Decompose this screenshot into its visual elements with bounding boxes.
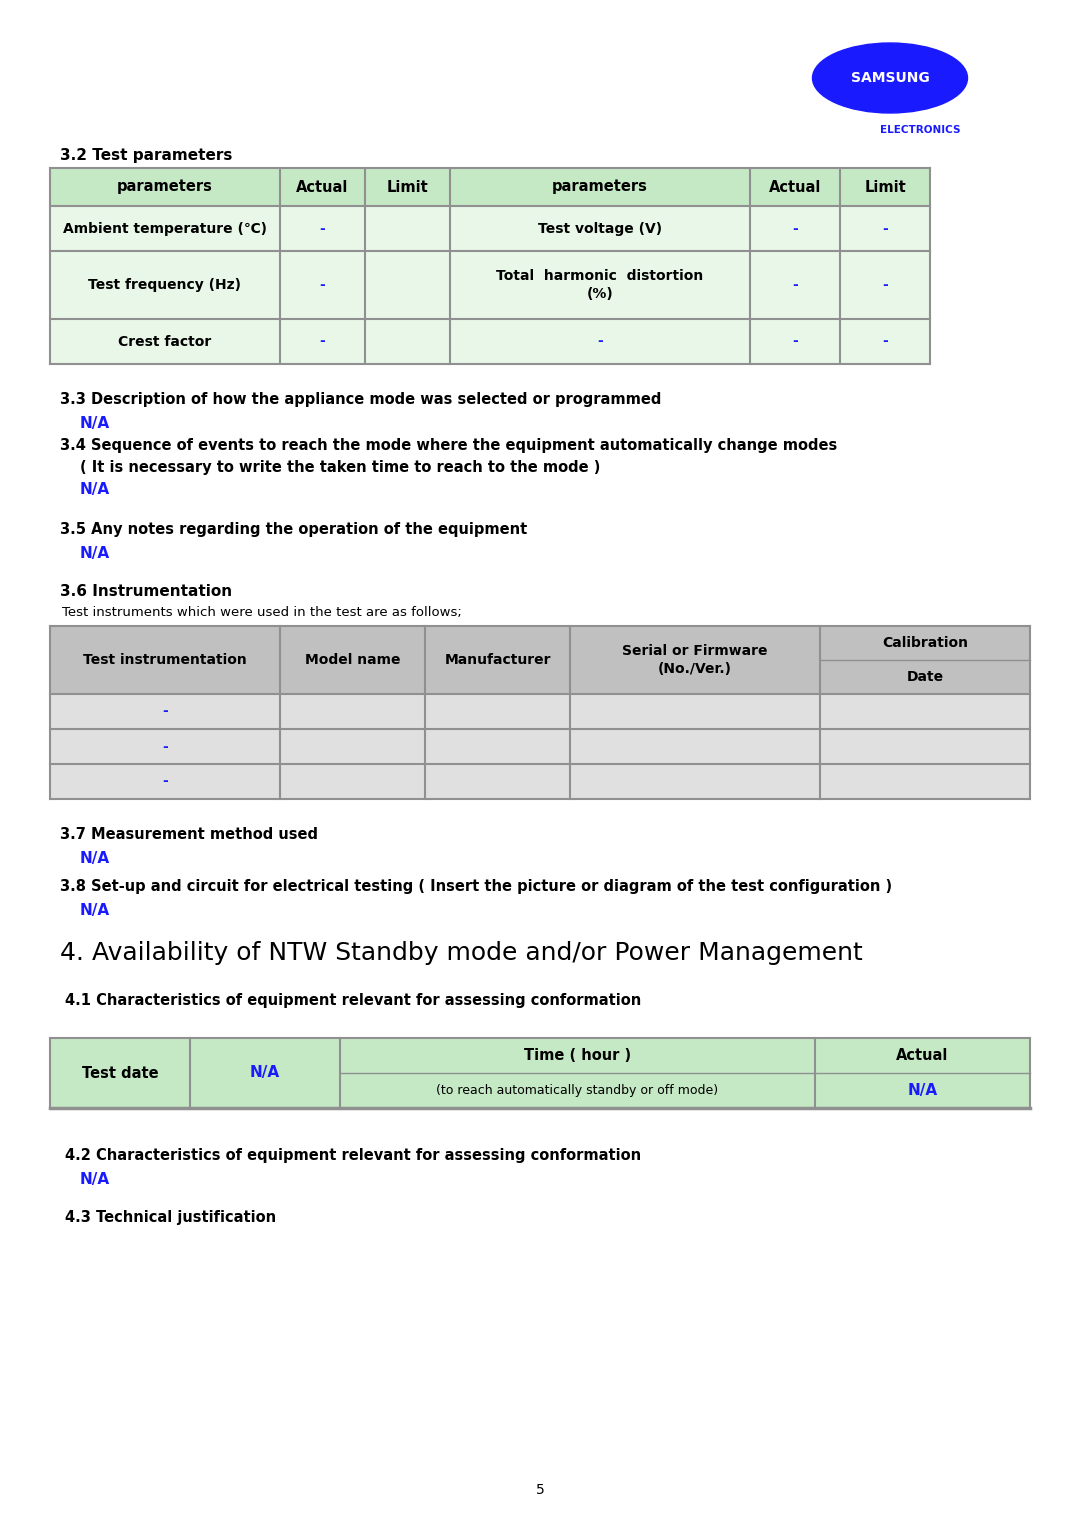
Text: Test instruments which were used in the test are as follows;: Test instruments which were used in the … [62, 606, 462, 618]
Bar [50, 1038, 1030, 1109]
Text: -: - [597, 334, 603, 348]
Text: 3.4 Sequence of events to reach the mode where the equipment automatically chang: 3.4 Sequence of events to reach the mode… [60, 438, 837, 454]
Text: 3.5 Any notes regarding the operation of the equipment: 3.5 Any notes regarding the operation of… [60, 522, 527, 538]
Text: 4.1 Characteristics of equipment relevant for assessing conformation: 4.1 Characteristics of equipment relevan… [65, 993, 642, 1008]
Bar [50, 168, 930, 206]
Text: -: - [162, 739, 167, 753]
Text: 4.3 Technical justification: 4.3 Technical justification [65, 1209, 276, 1225]
Text: SAMSUNG: SAMSUNG [851, 70, 930, 86]
Text: 3.3 Description of how the appliance mode was selected or programmed: 3.3 Description of how the appliance mod… [60, 392, 661, 408]
Text: 3.2 Test parameters: 3.2 Test parameters [60, 148, 232, 163]
Text: N/A: N/A [80, 415, 110, 431]
Bar [50, 206, 930, 250]
Text: -: - [882, 278, 888, 292]
Text: Total  harmonic  distortion
(%): Total harmonic distortion (%) [497, 269, 704, 301]
Text: Limit: Limit [387, 180, 429, 194]
Text: ELECTRONICS: ELECTRONICS [880, 125, 960, 134]
Text: N/A: N/A [249, 1066, 280, 1081]
Bar [50, 728, 1030, 764]
Text: 3.6 Instrumentation: 3.6 Instrumentation [60, 583, 232, 599]
Text: N/A: N/A [80, 483, 110, 496]
Text: -: - [320, 278, 325, 292]
Ellipse shape [812, 43, 968, 113]
Text: N/A: N/A [80, 851, 110, 866]
Text: Ambient temperature (℃): Ambient temperature (℃) [63, 221, 267, 235]
Text: 3.7 Measurement method used: 3.7 Measurement method used [60, 828, 318, 841]
Text: Test instrumentation: Test instrumentation [83, 654, 247, 667]
Text: N/A: N/A [80, 902, 110, 918]
Text: -: - [882, 221, 888, 235]
Bar [50, 693, 1030, 728]
Text: -: - [792, 221, 798, 235]
Text: Actual: Actual [769, 180, 821, 194]
Text: -: - [162, 774, 167, 788]
Text: Date: Date [906, 670, 944, 684]
Text: -: - [162, 704, 167, 719]
Bar [50, 250, 930, 319]
Text: Manufacturer: Manufacturer [444, 654, 551, 667]
Text: -: - [792, 334, 798, 348]
Text: (to reach automatically standby or off mode): (to reach automatically standby or off m… [436, 1084, 718, 1096]
Text: Serial or Firmware
(No./Ver.): Serial or Firmware (No./Ver.) [622, 644, 768, 675]
Text: 5: 5 [536, 1483, 544, 1496]
Bar [50, 764, 1030, 799]
Text: 4. Availability of NTW Standby mode and/or Power Management: 4. Availability of NTW Standby mode and/… [60, 941, 863, 965]
Text: -: - [320, 334, 325, 348]
Text: parameters: parameters [552, 180, 648, 194]
Text: N/A: N/A [80, 547, 110, 560]
Text: N/A: N/A [907, 1083, 937, 1098]
Bar [50, 319, 930, 363]
Text: -: - [320, 221, 325, 235]
Text: 4.2 Characteristics of equipment relevant for assessing conformation: 4.2 Characteristics of equipment relevan… [65, 1148, 642, 1164]
Text: Actual: Actual [296, 180, 349, 194]
Text: -: - [882, 334, 888, 348]
Text: ( It is necessary to write the taken time to reach to the mode ): ( It is necessary to write the taken tim… [80, 460, 600, 475]
Bar [50, 626, 1030, 693]
Text: -: - [792, 278, 798, 292]
Text: Test voltage (V): Test voltage (V) [538, 221, 662, 235]
Text: parameters: parameters [117, 180, 213, 194]
Text: 3.8 Set-up and circuit for electrical testing ( Insert the picture or diagram of: 3.8 Set-up and circuit for electrical te… [60, 880, 892, 893]
Text: Model name: Model name [305, 654, 401, 667]
Text: Crest factor: Crest factor [119, 334, 212, 348]
Text: Test frequency (Hz): Test frequency (Hz) [89, 278, 242, 292]
Text: Limit: Limit [864, 180, 906, 194]
Text: Time ( hour ): Time ( hour ) [524, 1048, 631, 1063]
Text: Test date: Test date [82, 1066, 159, 1081]
Text: Actual: Actual [896, 1048, 948, 1063]
Text: Calibration: Calibration [882, 637, 968, 651]
Text: N/A: N/A [80, 1173, 110, 1186]
